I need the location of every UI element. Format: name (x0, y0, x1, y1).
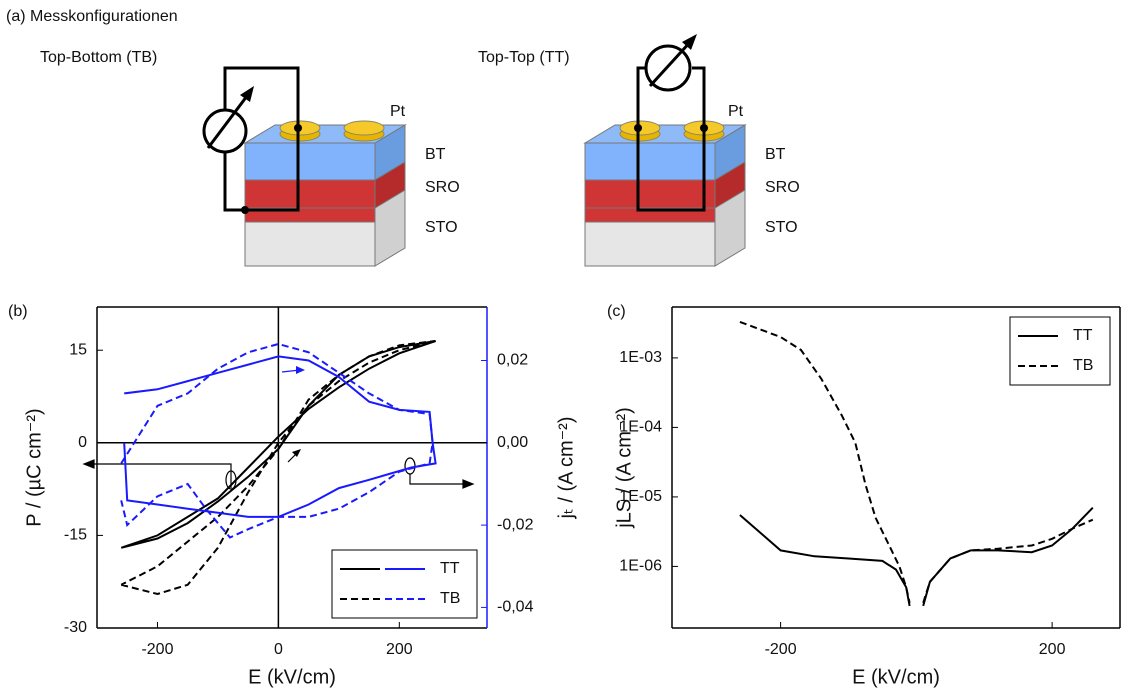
y-axis-label: jLS / (A cm⁻²) (613, 407, 635, 529)
panel-label: (b) (8, 303, 28, 320)
series-line (740, 322, 910, 603)
y-tick-label: -15 (64, 527, 87, 544)
y-tick-label: 1E-06 (619, 558, 662, 575)
y2-tick-label: -0,04 (497, 599, 534, 616)
layer-label: BT (425, 146, 446, 163)
layer-label: SRO (425, 179, 460, 196)
layer-label: STO (425, 219, 458, 236)
legend-label: TT (1073, 327, 1093, 344)
panel-a-title: (a) Messkonfigurationen (6, 8, 178, 25)
layer-label: BT (765, 146, 786, 163)
x-tick-label: 200 (1039, 641, 1066, 658)
layer-label: Pt (728, 103, 744, 120)
x-tick-label: -200 (141, 641, 173, 658)
config-name: Top-Top (TT) (478, 49, 570, 66)
layer-label: Pt (390, 103, 406, 120)
legend-label: TB (440, 590, 460, 607)
legend-box (1010, 317, 1110, 385)
figure: (a) Messkonfigurationen Top-Bottom (TB) … (0, 0, 1129, 695)
layer-label: STO (765, 219, 798, 236)
layer-label: SRO (765, 179, 800, 196)
y2-tick-label: -0,02 (497, 516, 534, 533)
x-tick-label: 200 (386, 641, 413, 658)
x-tick-label: -200 (765, 641, 797, 658)
legend-label: TB (1073, 357, 1093, 374)
panel-label: (c) (607, 303, 626, 320)
y-tick-label: 15 (69, 341, 87, 358)
legend-label: TT (440, 560, 460, 577)
y-tick-label: -30 (64, 619, 87, 636)
series-line (740, 515, 910, 606)
y2-tick-label: 0,00 (497, 434, 528, 451)
y-axis-label: P / (µC cm⁻²) (23, 408, 45, 526)
y-tick-label: 1E-03 (619, 349, 662, 366)
y2-tick-label: 0,02 (497, 352, 528, 369)
series-line (121, 344, 432, 538)
device-tb (204, 68, 405, 266)
series-line (124, 356, 435, 517)
series-line (923, 508, 1093, 606)
x-axis-label: E (kV/cm) (852, 666, 940, 688)
x-axis-label: E (kV/cm) (248, 666, 336, 688)
device-tt (585, 34, 745, 266)
y2-axis-label: jₜ / (A cm⁻²) (555, 416, 577, 519)
x-tick-label: 0 (274, 641, 283, 658)
config-name: Top-Bottom (TB) (40, 49, 157, 66)
y-tick-label: 0 (78, 434, 87, 451)
